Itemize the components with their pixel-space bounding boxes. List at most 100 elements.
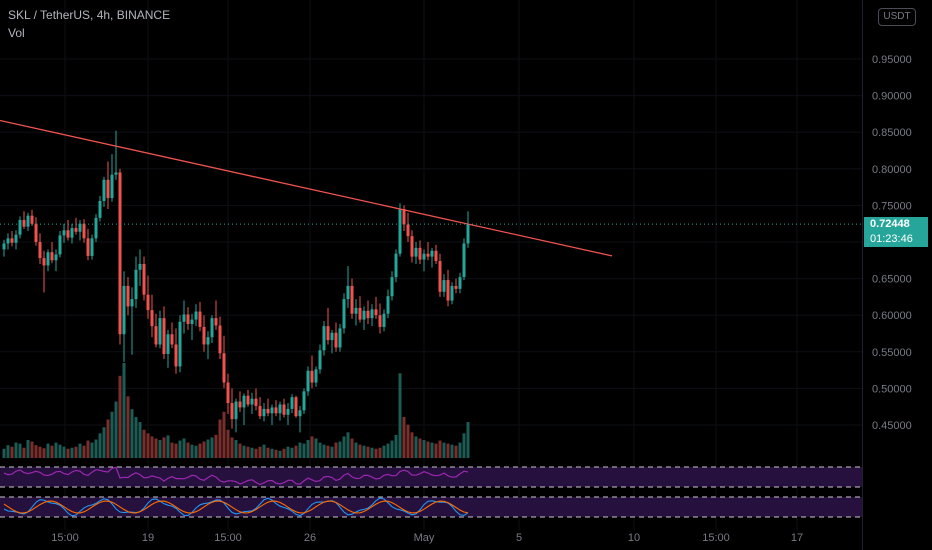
volume-bar xyxy=(134,416,138,458)
volume-bar xyxy=(446,443,450,458)
volume-bar xyxy=(62,446,66,458)
volume-bar xyxy=(222,411,226,458)
candle-body xyxy=(406,224,410,237)
candle-body xyxy=(418,247,422,260)
volume-bar xyxy=(422,440,426,458)
candle-body xyxy=(394,253,398,278)
candle-body xyxy=(102,179,106,202)
symbol-title[interactable]: SKL / TetherUS, 4h, BINANCE xyxy=(8,8,171,22)
volume-bar xyxy=(442,442,446,458)
rsi-pane xyxy=(0,466,862,488)
candle-body xyxy=(206,337,210,345)
time-tick-label: 15:00 xyxy=(51,532,79,544)
price-tick-label: 0.50000 xyxy=(872,383,912,395)
volume-bar xyxy=(414,436,418,458)
bar-countdown: 01:23:46 xyxy=(864,232,928,247)
volume-bar xyxy=(314,438,318,458)
candle-body xyxy=(202,326,206,345)
candle-body xyxy=(226,382,230,404)
candlesticks xyxy=(2,130,470,433)
price-tick-label: 0.85000 xyxy=(872,127,912,139)
candle-body xyxy=(294,397,298,417)
volume-bar xyxy=(6,445,10,458)
candle-body xyxy=(430,250,434,257)
candle-body xyxy=(306,370,310,392)
candle-body xyxy=(362,310,366,320)
candle-body xyxy=(434,250,438,262)
price-tick-label: 0.45000 xyxy=(872,420,912,432)
candle-body xyxy=(374,309,378,316)
candle-body xyxy=(130,299,134,307)
price-axis: 0.950000.900000.850000.800000.750000.700… xyxy=(872,54,912,432)
volume-bar xyxy=(254,448,258,458)
volume-bar xyxy=(458,442,462,458)
candle-body xyxy=(218,325,222,354)
candle-body xyxy=(182,314,186,322)
candle-body xyxy=(330,332,334,341)
volume-bar xyxy=(310,436,314,458)
volume-bar xyxy=(298,442,302,458)
volume-bar xyxy=(34,445,38,458)
volume-bar xyxy=(430,442,434,458)
volume-bar xyxy=(426,441,430,458)
volume-bar xyxy=(338,441,342,458)
stochastic-pane xyxy=(0,496,862,518)
time-tick-label: 15:00 xyxy=(702,532,730,544)
volume-bar xyxy=(370,447,374,458)
volume-bar xyxy=(290,447,294,458)
candle-body xyxy=(138,263,142,270)
volume-bar xyxy=(226,429,230,458)
volume-bar xyxy=(466,422,470,458)
candle-body xyxy=(6,238,10,244)
volume-bar xyxy=(194,445,198,458)
volume-bar xyxy=(178,440,182,458)
price-tick-label: 0.60000 xyxy=(872,310,912,322)
price-tick-label: 0.55000 xyxy=(872,347,912,359)
volume-bar xyxy=(22,447,26,458)
time-tick-label: 17 xyxy=(791,532,803,544)
volume-bar xyxy=(26,440,30,458)
candle-body xyxy=(194,311,198,320)
candle-body xyxy=(354,307,358,314)
volume-bar xyxy=(438,440,442,458)
volume-bar xyxy=(462,433,466,458)
candle-body xyxy=(166,334,170,354)
time-tick-label: 19 xyxy=(142,532,154,544)
volume-bar xyxy=(306,440,310,458)
candle-body xyxy=(438,261,442,292)
volume-bar xyxy=(402,416,406,458)
volume-bar xyxy=(54,442,58,458)
volume-bar xyxy=(122,363,126,458)
volume-bar xyxy=(346,432,350,458)
candle-body xyxy=(450,285,454,301)
time-tick-label: 10 xyxy=(628,532,640,544)
volume-bar xyxy=(166,435,170,458)
candle-body xyxy=(22,220,26,227)
candle-body xyxy=(378,315,382,327)
volume-bar xyxy=(378,447,382,458)
volume-bar xyxy=(18,443,22,458)
currency-badge[interactable]: USDT xyxy=(878,8,916,26)
volume-bar xyxy=(154,438,158,458)
price-tick-label: 0.80000 xyxy=(872,164,912,176)
candle-body xyxy=(286,408,290,415)
volume-bar xyxy=(330,446,334,458)
resistance-trendline xyxy=(0,119,613,257)
volume-bar xyxy=(210,437,214,458)
candle-body xyxy=(26,215,30,227)
volume-bar xyxy=(42,448,46,458)
candle-body xyxy=(186,314,190,324)
candle-body xyxy=(442,280,446,292)
candle-body xyxy=(14,234,18,243)
volume-bar xyxy=(398,373,402,458)
volume-bar xyxy=(434,443,438,458)
volume-bar xyxy=(158,440,162,458)
volume-bar xyxy=(66,448,70,458)
candle-body xyxy=(334,332,338,348)
volume-bar xyxy=(394,434,398,458)
candle-body xyxy=(282,404,286,415)
candle-body xyxy=(298,410,302,417)
volume-bar xyxy=(230,437,234,458)
volume-label[interactable]: Vol xyxy=(8,26,25,40)
